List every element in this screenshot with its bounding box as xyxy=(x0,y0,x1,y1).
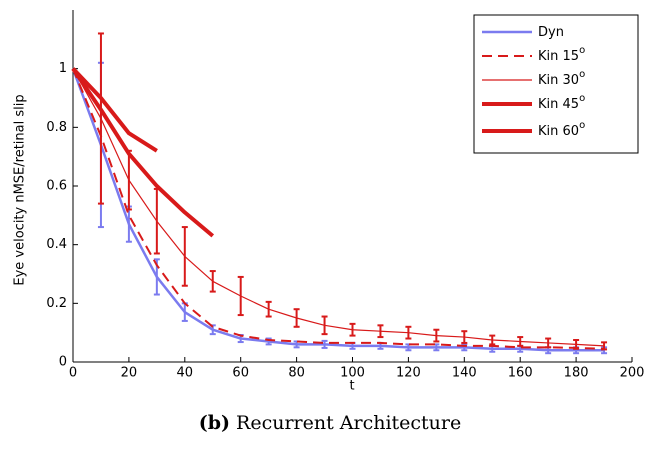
legend-label: Dyn xyxy=(538,25,564,40)
x-tick-label: 180 xyxy=(564,366,589,381)
series-line xyxy=(72,68,605,350)
legend-superscript: o xyxy=(579,93,585,104)
error-bar xyxy=(153,187,160,255)
error-bar xyxy=(321,315,328,336)
legend-label: Kin 15o xyxy=(538,45,585,64)
y-tick-label: 0.2 xyxy=(46,296,67,311)
x-tick-label: 0 xyxy=(69,366,77,381)
error-bar xyxy=(517,336,524,347)
x-tick-label: 140 xyxy=(452,366,477,381)
legend-name: Kin 15 xyxy=(538,49,579,64)
error-bar xyxy=(265,300,272,318)
error-bar xyxy=(433,328,440,343)
series-line xyxy=(71,68,605,352)
legend-superscript: o xyxy=(579,120,585,131)
x-tick-label: 60 xyxy=(232,366,249,381)
legend-label: Kin 30o xyxy=(538,69,585,88)
legend-label: Kin 45o xyxy=(538,93,585,112)
error-bar xyxy=(461,330,468,344)
caption-text: Recurrent Architecture xyxy=(236,412,461,434)
error-bar xyxy=(293,308,300,328)
y-tick-label: 1 xyxy=(59,61,67,76)
series-line xyxy=(71,67,215,238)
legend-box xyxy=(473,14,639,154)
x-tick-label: 80 xyxy=(288,366,305,381)
y-tick-label: 0.8 xyxy=(46,120,67,135)
error-bar xyxy=(209,270,216,293)
x-tick-label: 40 xyxy=(177,366,194,381)
caption-label: (b) xyxy=(199,412,230,434)
error-bar xyxy=(545,337,552,349)
error-bar xyxy=(405,325,412,340)
y-tick-label: 0 xyxy=(59,355,67,370)
legend-name: Kin 60 xyxy=(538,124,579,139)
error-bar xyxy=(573,339,580,350)
error-bar xyxy=(377,324,384,339)
legend-name: Kin 30 xyxy=(538,73,579,88)
series-line xyxy=(72,68,605,347)
legend-name: Kin 45 xyxy=(538,97,579,112)
error-bar xyxy=(349,322,356,337)
legend-superscript: o xyxy=(579,69,585,80)
x-tick-label: 100 xyxy=(340,366,365,381)
legend-name: Dyn xyxy=(538,25,564,40)
legend-label: Kin 60o xyxy=(538,120,585,139)
x-axis-label: t xyxy=(349,379,354,394)
error-bar xyxy=(181,226,188,287)
error-bar xyxy=(97,32,104,205)
x-tick-label: 160 xyxy=(508,366,533,381)
error-bar xyxy=(601,341,608,351)
error-bar xyxy=(489,334,496,346)
error-bar xyxy=(125,149,132,211)
y-axis-label: Eye velocity nMSE/retinal slip xyxy=(13,94,28,285)
series-line xyxy=(71,67,158,153)
error-bar xyxy=(237,275,244,317)
x-tick-label: 20 xyxy=(121,366,138,381)
legend-superscript: o xyxy=(579,45,585,56)
y-tick-label: 0.6 xyxy=(46,179,67,194)
x-tick-label: 200 xyxy=(620,366,645,381)
y-tick-label: 0.4 xyxy=(46,237,67,252)
x-tick-label: 120 xyxy=(396,366,421,381)
caption: (b) Recurrent Architecture xyxy=(199,412,462,434)
error-bar xyxy=(321,339,328,349)
